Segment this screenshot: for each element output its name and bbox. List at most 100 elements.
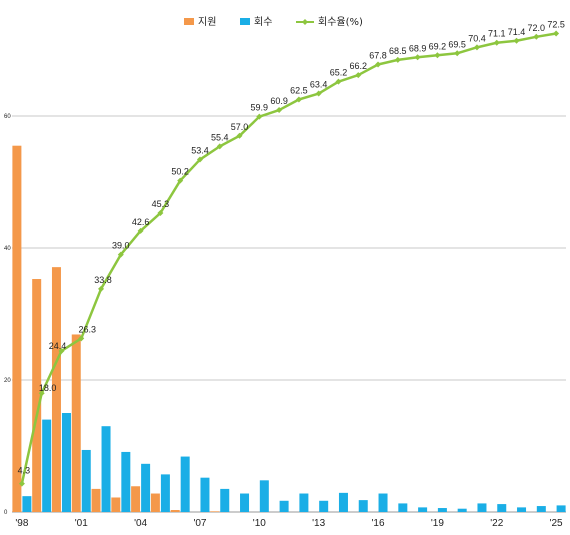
data-label-9: 53.4: [191, 146, 209, 156]
line-point-27: [553, 30, 560, 37]
data-label-15: 63.4: [310, 80, 328, 90]
data-label-13: 60.9: [270, 96, 288, 106]
legend-label-1: 회수: [254, 16, 272, 28]
data-label-23: 70.4: [468, 33, 486, 43]
y-tick-label-20: 20: [4, 378, 11, 384]
y-tick-label-40: 40: [4, 246, 11, 252]
line-point-10: [216, 143, 223, 150]
legend-label-2: 회수율(%): [318, 16, 363, 28]
line-point-12: [256, 113, 263, 120]
recovery-rate-line: [20, 32, 557, 484]
line-point-24: [493, 39, 500, 46]
bar-support-2: [51, 267, 61, 512]
data-label-18: 67.8: [369, 51, 387, 61]
data-label-2: 24.4: [49, 341, 67, 351]
bar-recovery-3: [81, 449, 91, 512]
bars-layer: [12, 145, 566, 512]
bar-recovery-8: [180, 456, 190, 512]
bar-support-10: [210, 511, 220, 512]
line-point-5: [117, 251, 124, 258]
data-label-1: 18.0: [39, 383, 57, 393]
data-label-7: 45.3: [152, 199, 170, 209]
line-point-8: [177, 177, 184, 184]
bar-recovery-9: [200, 477, 210, 512]
grid-layer: [12, 115, 566, 513]
data-label-4: 33.8: [94, 275, 112, 285]
legend-swatch-0: [184, 18, 194, 25]
legend-marker-2: [302, 19, 308, 25]
line-point-0: [18, 480, 25, 487]
bar-support-6: [131, 486, 141, 512]
data-label-11: 57.0: [231, 122, 249, 132]
bar-recovery-10: [220, 488, 230, 512]
bar-recovery-19: [398, 503, 408, 512]
data-label-14: 62.5: [290, 86, 308, 96]
bar-recovery-21: [437, 508, 447, 512]
line-point-2: [58, 347, 65, 354]
data-label-26: 72.0: [528, 23, 546, 33]
line-point-7: [157, 210, 164, 217]
line-point-25: [513, 37, 520, 44]
x-tick-label-16: '16: [372, 518, 385, 529]
data-label-12: 59.9: [251, 103, 269, 113]
data-labels-layer: 4.318.024.426.333.839.042.645.350.253.45…: [18, 20, 565, 476]
data-label-3: 26.3: [78, 324, 96, 334]
bar-recovery-23: [477, 503, 487, 512]
x-tick-label-19: '19: [431, 518, 444, 529]
line-point-21: [434, 52, 441, 59]
x-tick-label-98: '98: [15, 518, 28, 529]
bar-support-7: [150, 493, 160, 512]
data-label-6: 42.6: [132, 217, 150, 227]
bar-recovery-13: [279, 500, 289, 512]
line-point-18: [375, 61, 382, 68]
bar-recovery-25: [517, 507, 527, 512]
data-label-24: 71.1: [488, 29, 506, 39]
line-point-14: [295, 96, 302, 103]
line-point-15: [315, 90, 322, 97]
bar-recovery-22: [457, 508, 467, 512]
data-label-19: 68.5: [389, 46, 407, 56]
bar-support-8: [170, 510, 180, 512]
bar-recovery-7: [160, 474, 170, 512]
data-label-17: 66.2: [349, 61, 367, 71]
data-label-10: 55.4: [211, 132, 229, 142]
bar-recovery-26: [536, 506, 546, 512]
line-layer: [18, 30, 560, 487]
legend: 지원 회수 회수율(%): [184, 16, 363, 28]
bar-recovery-5: [121, 451, 131, 512]
data-label-16: 65.2: [330, 68, 348, 78]
line-point-11: [236, 132, 243, 139]
data-label-25: 71.4: [508, 27, 526, 37]
line-point-17: [355, 72, 362, 79]
data-label-0: 4.3: [18, 466, 31, 476]
bar-recovery-12: [259, 480, 269, 512]
line-point-4: [98, 285, 105, 292]
y-tick-label-0: 0: [4, 510, 8, 516]
data-label-27: 72.5: [547, 20, 565, 30]
bar-recovery-15: [319, 500, 329, 512]
bar-support-4: [91, 488, 101, 512]
legend-label-0: 지원: [198, 16, 216, 28]
bar-recovery-1: [42, 419, 52, 512]
bar-recovery-14: [299, 493, 309, 512]
line-point-26: [533, 33, 540, 40]
bar-recovery-6: [141, 463, 151, 512]
bar-support-3: [71, 334, 81, 512]
bar-recovery-11: [240, 493, 250, 512]
bar-recovery-20: [418, 507, 428, 512]
legend-swatch-1: [240, 18, 250, 25]
line-point-20: [414, 54, 421, 61]
bar-recovery-27: [556, 505, 566, 512]
line-point-19: [394, 56, 401, 63]
bar-support-1: [32, 279, 42, 512]
bar-recovery-18: [378, 493, 388, 512]
x-tick-label-04: '04: [134, 518, 147, 529]
y-tick-label-60: 60: [4, 114, 11, 120]
bar-recovery-17: [358, 500, 368, 512]
x-tick-label-22: '22: [490, 518, 503, 529]
x-tick-label-01: '01: [75, 518, 88, 529]
line-point-16: [335, 78, 342, 85]
line-point-9: [196, 156, 203, 163]
bar-support-0: [12, 145, 22, 512]
